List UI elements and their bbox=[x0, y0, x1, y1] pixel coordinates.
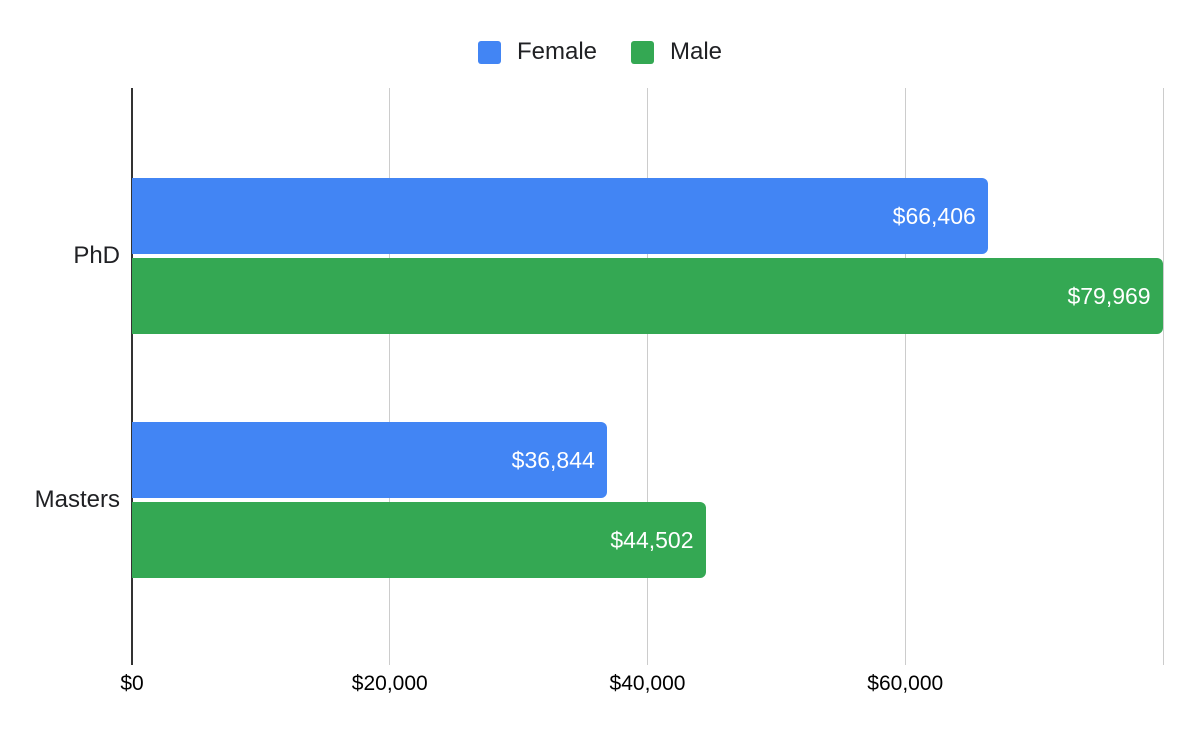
legend-item-female: Female bbox=[477, 38, 597, 66]
plot-area: $66,406 $79,969 $36,844 $44,502 bbox=[131, 88, 1164, 665]
legend-label-male: Male bbox=[670, 38, 723, 65]
legend-label-female: Female bbox=[516, 38, 597, 65]
gridline bbox=[1162, 88, 1164, 665]
y-axis-line bbox=[131, 88, 133, 665]
legend-swatch-male-icon bbox=[631, 40, 654, 64]
legend-item-male: Male bbox=[631, 38, 722, 66]
bar-value-label: $36,844 bbox=[511, 446, 595, 473]
bar-value-label: $66,406 bbox=[892, 202, 976, 229]
gridline bbox=[389, 88, 391, 665]
bar-masters-male: $44,502 bbox=[132, 502, 706, 578]
x-axis-tick-label: $60,000 bbox=[867, 672, 944, 695]
chart-legend: Female Male bbox=[0, 38, 1200, 66]
gridline bbox=[647, 88, 648, 665]
bar-value-label: $44,502 bbox=[610, 526, 694, 553]
gridline bbox=[904, 88, 906, 665]
bar-value-label: $79,969 bbox=[1067, 282, 1151, 309]
x-axis-tick-label: $20,000 bbox=[351, 672, 428, 695]
bar-phd-male: $79,969 bbox=[132, 258, 1163, 334]
x-axis-tick-label: $0 bbox=[120, 672, 144, 695]
bar-phd-female: $66,406 bbox=[132, 178, 988, 254]
legend-swatch-female-icon bbox=[477, 40, 501, 64]
category-label-masters: Masters bbox=[34, 486, 120, 513]
category-label-phd: PhD bbox=[73, 242, 120, 269]
x-axis-tick-label: $40,000 bbox=[609, 672, 686, 695]
bar-masters-female: $36,844 bbox=[132, 422, 607, 498]
